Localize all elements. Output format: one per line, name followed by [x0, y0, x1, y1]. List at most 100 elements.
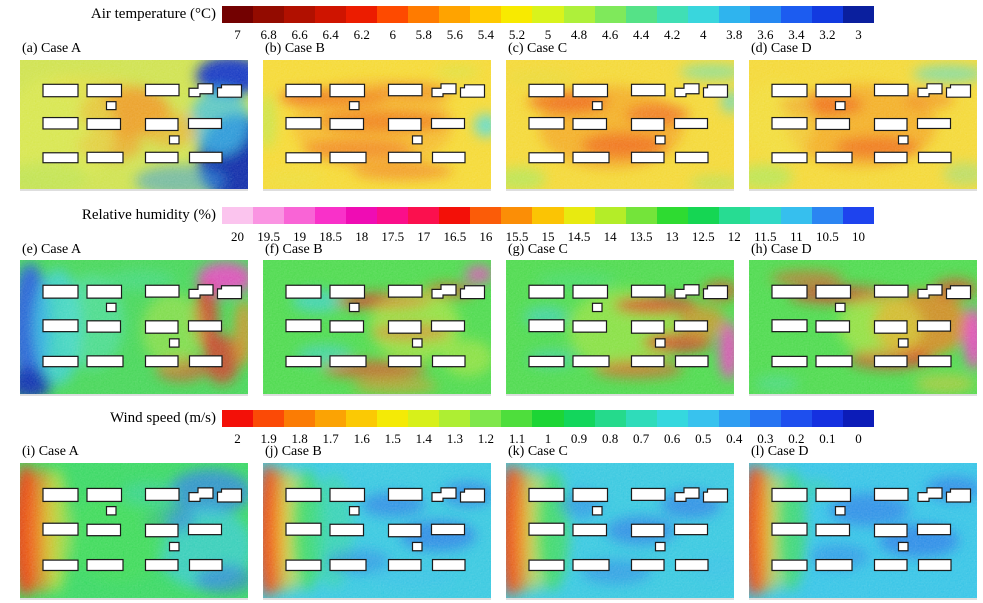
colorbar-segment: [656, 6, 688, 23]
building-footprint: [285, 319, 322, 333]
colorbar-segment: [377, 6, 409, 23]
colorbar-segment: [625, 207, 657, 224]
building-footprint: [430, 523, 466, 536]
building-footprint: [897, 541, 909, 552]
panel-label-c: (c) Case C: [508, 41, 568, 56]
building-footprint: [815, 558, 853, 572]
colorbar-tick-label: 1.3: [446, 431, 463, 446]
building-footprint-irregular: [459, 84, 486, 98]
building-footprint: [834, 101, 846, 111]
panel-label-f: (f) Case B: [265, 242, 323, 257]
colorbar-segment: [439, 6, 471, 23]
colorbar-segment: [594, 207, 626, 224]
building-footprint: [387, 487, 423, 502]
building-footprint: [168, 338, 180, 348]
building-footprint: [285, 355, 322, 368]
colorbar-tick-label: 3.4: [788, 27, 805, 42]
colorbar-tick-label: 0.3: [757, 431, 774, 446]
colorbar-tick-label: 17.5: [381, 229, 405, 244]
building-footprint-irregular: [431, 284, 457, 299]
panel-label-h: (h) Case D: [751, 242, 812, 257]
building-footprint: [188, 355, 223, 368]
colorbar-tick-label: 0.4: [726, 431, 743, 446]
building-footprint-irregular: [702, 285, 729, 300]
wind-panels: [0, 463, 983, 598]
colorbar-segment: [470, 6, 502, 23]
building-footprint-irregular: [431, 83, 457, 98]
building-footprint: [387, 320, 422, 334]
colorbar-tick-label: 1.7: [322, 431, 339, 446]
colorbar-tick-label: 19: [293, 229, 307, 244]
colorbar-tick-label: 5.6: [446, 27, 463, 42]
colorbar-segment: [253, 207, 285, 224]
colorbar-tick-label: 4.8: [570, 27, 588, 42]
colorbar-segment: [346, 207, 378, 224]
building-footprint: [897, 135, 909, 145]
building-footprint: [815, 320, 851, 333]
building-footprint: [815, 523, 851, 537]
colorbar-segment: [470, 207, 502, 224]
colorbar-segment: [501, 410, 533, 427]
heatmap-panel-g-relative-humidity: [506, 260, 734, 394]
building-footprint: [873, 523, 908, 538]
colorbar-segment: [532, 410, 564, 427]
building-footprint: [144, 355, 179, 368]
panel-label-b: (b) Case B: [265, 41, 325, 56]
wind-colorbar-title: Wind speed (m/s): [109, 410, 216, 426]
colorbar-segment: [315, 410, 347, 427]
building-footprint: [431, 151, 466, 164]
colorbar-segment: [222, 6, 254, 23]
building-footprint: [42, 319, 79, 333]
building-footprint-irregular: [459, 285, 486, 300]
humidity-colorbar-ticks: 20 19.5 19 18.5 18 17.5 17 16.5 16 15.5 15 14.5 14 13…: [222, 229, 874, 244]
colorbar-segment: [563, 207, 595, 224]
building-footprint: [285, 284, 322, 299]
building-footprint: [630, 355, 665, 368]
colorbar-segment: [563, 6, 595, 23]
building-footprint: [42, 152, 79, 164]
colorbar-segment: [780, 207, 812, 224]
colorbar-segment: [377, 410, 409, 427]
building-footprint: [285, 559, 322, 572]
building-footprint: [917, 558, 952, 572]
colorbar-tick-label: 5.8: [415, 27, 432, 42]
building-footprint: [674, 558, 709, 572]
colorbar-segment: [377, 207, 409, 224]
building-footprint: [630, 320, 665, 334]
building-footprint: [329, 284, 366, 299]
colorbar-tick-label: 1.1: [508, 431, 526, 446]
building-footprint: [431, 558, 466, 572]
building-footprint-irregular: [945, 84, 972, 98]
colorbar-segment: [780, 6, 812, 23]
heatmap-panel-d-air-temperature: [749, 60, 977, 189]
colorbar-segment: [501, 207, 533, 224]
colorbar-segment: [625, 410, 657, 427]
building-footprint: [387, 151, 422, 164]
building-footprint-irregular: [702, 488, 729, 503]
building-footprint: [387, 284, 423, 298]
building-footprint: [387, 117, 422, 132]
building-footprint: [654, 135, 666, 145]
building-footprint: [285, 487, 322, 503]
building-footprint-irregular: [945, 285, 972, 300]
building-footprint: [144, 558, 179, 572]
building-footprint-irregular: [674, 487, 700, 503]
colorbar-segment: [532, 207, 564, 224]
building-footprint: [348, 101, 360, 111]
building-footprint: [873, 355, 908, 368]
building-footprint: [528, 487, 565, 503]
colorbar-tick-label: 14.5: [567, 229, 591, 244]
building-footprint: [916, 117, 952, 130]
colorbar-tick-label: 3.8: [726, 27, 743, 42]
colorbar-segment: [439, 207, 471, 224]
building-footprint: [329, 83, 366, 98]
building-footprint: [285, 152, 322, 164]
building-footprint: [411, 541, 423, 552]
building-footprint: [674, 151, 709, 164]
building-footprint: [771, 522, 808, 536]
building-footprint: [654, 338, 666, 348]
building-footprint: [144, 83, 180, 97]
colorbar-segment: [718, 207, 750, 224]
heatmap-panel-l-wind-speed: [749, 463, 977, 598]
colorbar-segment: [780, 410, 812, 427]
